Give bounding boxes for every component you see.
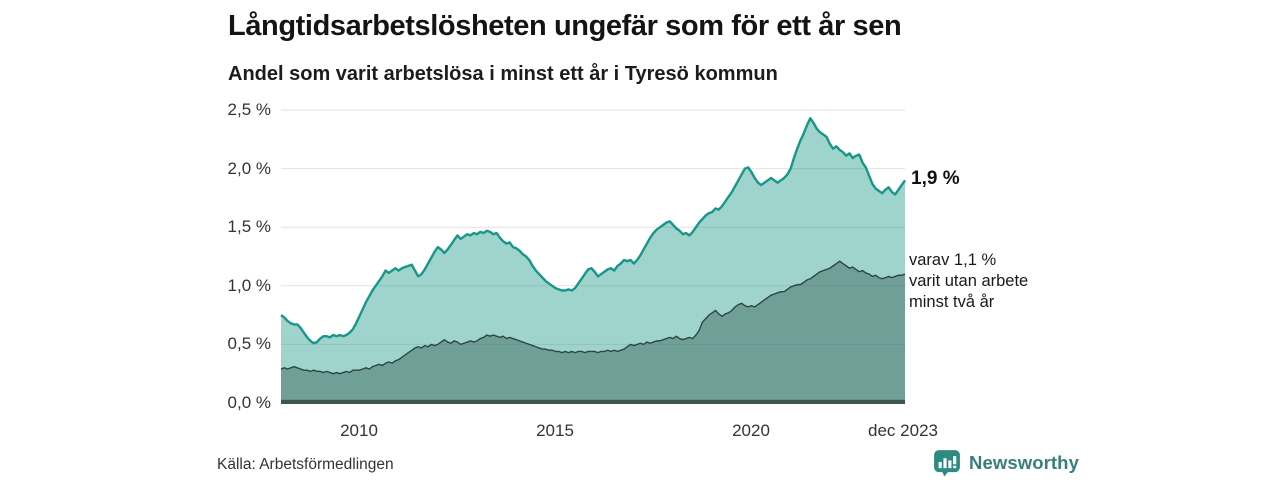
y-axis-tick-1-0: 1,0 % [227,276,271,295]
annotation-total-value: 1,9 % [911,168,960,189]
y-axis-tick-1-5: 1,5 % [227,217,271,236]
series-total-area [281,118,905,403]
x-axis-tick-dec-2023: dec 2023 [868,421,938,440]
newsworthy-wordmark: Newsworthy [969,452,1079,473]
y-axis-tick-2-5: 2,5 % [227,100,271,119]
x-axis-tick-2015: 2015 [536,421,574,440]
x-axis-tick-2010: 2010 [340,421,378,440]
y-axis-tick-0-5: 0,5 % [227,334,271,353]
page-title: Långtidsarbetslösheten ungefär som för e… [228,10,902,42]
area-chart-svg [280,109,906,404]
bar-chart-bubble-icon [934,450,960,477]
x-axis-baseline [281,399,905,404]
annotation-two-year-line2: varit utan arbete [909,272,1029,290]
y-axis-tick-0-0: 0,0 % [227,393,271,412]
annotation-two-year-line1: varav 1,1 % [909,251,997,269]
annotation-two-year: varav 1,1 % varit utan arbete minst två … [909,250,1028,313]
page-subtitle: Andel som varit arbetslösa i minst ett å… [228,63,778,85]
series-total-line [280,117,906,345]
chart-plot-area [280,109,906,404]
newsworthy-logo: Newsworthy [933,449,1079,477]
series-two-year-line [280,260,906,375]
annotation-two-year-line3: minst två år [909,293,995,311]
y-axis-tick-2-0: 2,0 % [227,159,271,178]
source-note: Källa: Arbetsförmedlingen [217,456,394,473]
x-axis-tick-2020: 2020 [732,421,770,440]
series-two-year-area [281,261,905,403]
